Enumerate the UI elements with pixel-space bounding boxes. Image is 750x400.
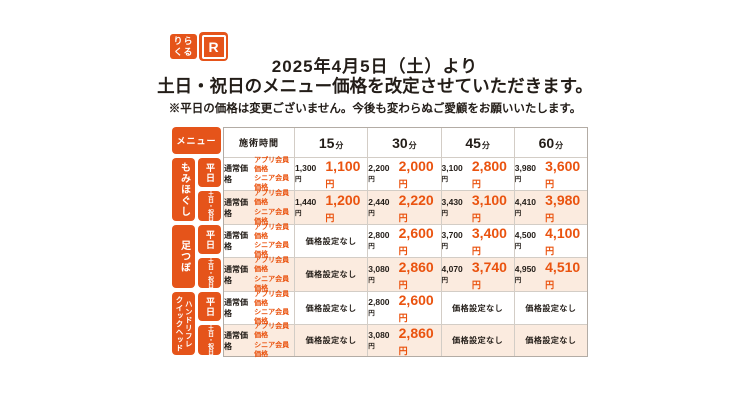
price-cell: 3,980円 3,600円 bbox=[513, 158, 587, 190]
duration-header-15min: 15 分 bbox=[294, 128, 367, 157]
day-label-weekend: 土日・祝日 bbox=[198, 191, 221, 221]
table-header-row: 施術時間 15 分 30 分 45 分 60 分 bbox=[224, 128, 587, 157]
price-cell: 4,500円 4,100円 bbox=[513, 225, 587, 257]
duration-header-60min: 60 分 bbox=[513, 128, 587, 157]
day-label-weekend: 土日・祝日 bbox=[198, 325, 221, 355]
effective-date: 2025年4月5日（土）より bbox=[271, 57, 479, 76]
price-cell: 1,300円 1,100円 bbox=[294, 158, 367, 190]
duration-header-45min: 45 分 bbox=[440, 128, 514, 157]
price-cell: 4,410円 3,980円 bbox=[513, 191, 587, 224]
duration-header-30min: 30 分 bbox=[367, 128, 440, 157]
table-row-momihogushi-weekend: 通常価格 アプリ会員価格 シニア会員価格 1,440円 1,200円 2,440円 2… bbox=[224, 190, 587, 225]
no-price-cell: 価格設定なし bbox=[513, 292, 587, 324]
price-type-cell: 通常価格 アプリ会員価格 シニア会員価格 bbox=[224, 323, 290, 358]
rirakuru-logo-text: りら くる bbox=[170, 34, 197, 59]
category-handrefle-quickhead: ハンドリフレ クイックヘッド bbox=[172, 292, 195, 355]
price-grid: 施術時間 15 分 30 分 45 分 60 分 通常価格 アプ bbox=[223, 127, 588, 358]
rirakuru-logo: りら くる R bbox=[170, 32, 228, 61]
rirakuru-r-mark-icon: R bbox=[199, 32, 228, 61]
logo-text-line2: くる bbox=[173, 46, 194, 57]
announcement-title: 土日・祝日のメニュー価格を改定させていただきます。 bbox=[157, 76, 593, 96]
price-type-cell: 通常価格 アプリ会員価格 シニア会員価格 bbox=[224, 156, 290, 192]
day-label-weekend: 土日・祝日 bbox=[198, 258, 221, 288]
category-momihogushi: もみほぐし bbox=[172, 158, 195, 221]
table-row-handrefle-weekend: 通常価格 アプリ会員価格 シニア会員価格 価格設定なし 3,080円 2,860円 … bbox=[224, 323, 587, 358]
price-cell: 3,430円 3,100円 bbox=[440, 191, 514, 224]
price-cell: 3,080円 2,860円 bbox=[367, 325, 440, 356]
price-cell: 2,800円 2,600円 bbox=[367, 292, 440, 324]
day-label-weekday: 平日 bbox=[198, 158, 221, 187]
price-table: メニュー もみほぐし 足つぼ ハンドリフレ クイックヘッド 平日 土日・祝日 平… bbox=[172, 127, 588, 358]
no-price-cell: 価格設定なし bbox=[294, 258, 367, 291]
price-cell: 2,200円 2,000円 bbox=[367, 158, 440, 190]
price-cell: 2,800円 2,600円 bbox=[367, 225, 440, 257]
price-type-cell: 通常価格 アプリ会員価格 シニア会員価格 bbox=[224, 290, 290, 326]
no-price-cell: 価格設定なし bbox=[294, 325, 367, 356]
price-cell: 3,700円 3,400円 bbox=[440, 225, 514, 257]
no-price-cell: 価格設定なし bbox=[294, 225, 367, 257]
price-cell: 4,070円 3,740円 bbox=[440, 258, 514, 291]
price-cell: 4,950円 4,510円 bbox=[513, 258, 587, 291]
price-cell: 2,440円 2,220円 bbox=[367, 191, 440, 224]
table-row-ashitsubo-weekend: 通常価格 アプリ会員価格 シニア会員価格 価格設定なし 3,080円 2,860円 … bbox=[224, 257, 587, 292]
category-ashitsubo: 足つぼ bbox=[172, 225, 195, 288]
day-label-weekday: 平日 bbox=[198, 225, 221, 254]
logo-text-line1: りら bbox=[173, 36, 194, 47]
price-cell: 3,080円 2,860円 bbox=[367, 258, 440, 291]
table-row-ashitsubo-weekday: 通常価格 アプリ会員価格 シニア会員価格 価格設定なし 2,800円 2,600円 … bbox=[224, 223, 587, 259]
no-price-cell: 価格設定なし bbox=[513, 325, 587, 356]
price-type-cell: 通常価格 アプリ会員価格 シニア会員価格 bbox=[224, 190, 290, 225]
time-header-cell: 施術時間 bbox=[238, 138, 279, 148]
price-cell: 3,100円 2,800円 bbox=[440, 158, 514, 190]
menu-corner-label: メニュー bbox=[172, 127, 221, 154]
no-price-cell: 価格設定なし bbox=[294, 292, 367, 324]
table-row-momihogushi-weekday: 通常価格 アプリ会員価格 シニア会員価格 1,300円 1,100円 2,200円 2… bbox=[224, 156, 587, 192]
no-price-cell: 価格設定なし bbox=[440, 325, 514, 356]
price-type-cell: 通常価格 アプリ会員価格 シニア会員価格 bbox=[224, 257, 290, 292]
weekday-unchanged-note: ※平日の価格は変更ございません。今後も変わらぬご愛顧をお願いいたします。 bbox=[168, 103, 582, 115]
price-type-cell: 通常価格 アプリ会員価格 シニア会員価格 bbox=[224, 223, 290, 259]
table-row-handrefle-weekday: 通常価格 アプリ会員価格 シニア会員価格 価格設定なし 2,800円 2,600円 … bbox=[224, 290, 587, 326]
no-price-cell: 価格設定なし bbox=[440, 292, 514, 324]
price-cell: 1,440円 1,200円 bbox=[294, 191, 367, 224]
day-label-weekday: 平日 bbox=[198, 292, 221, 321]
